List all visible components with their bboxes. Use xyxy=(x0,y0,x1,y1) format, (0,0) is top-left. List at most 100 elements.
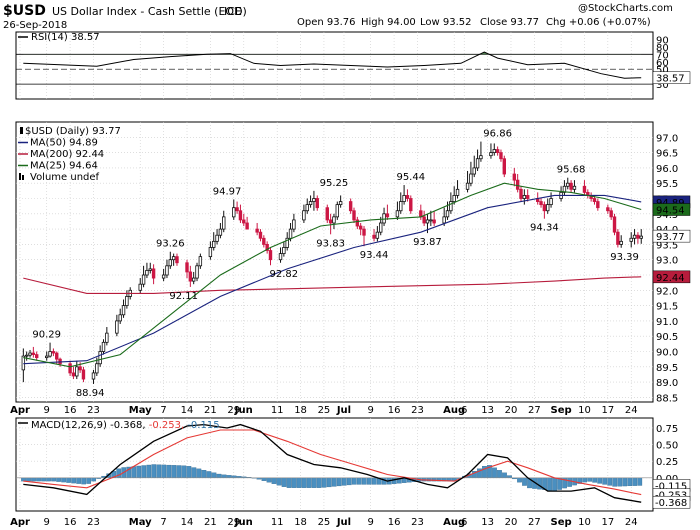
ma25-line xyxy=(23,182,642,368)
price-tick-label: 97.0 xyxy=(656,133,678,144)
macd-histogram-bar xyxy=(91,477,97,482)
macd-histogram-bar xyxy=(497,470,502,478)
x-tick-label: 13 xyxy=(481,405,494,416)
candle-body xyxy=(429,219,433,222)
candle-body xyxy=(238,210,243,221)
x-tick-label: 7 xyxy=(160,517,166,528)
price-close-tag xyxy=(652,229,691,243)
x-tick-label: Apr xyxy=(10,517,30,528)
x-tick-label: 21 xyxy=(204,405,217,416)
macd-signal-line xyxy=(23,429,642,496)
macd-histogram-bar xyxy=(261,477,267,481)
macd-histogram-bar xyxy=(131,466,137,478)
candle-body xyxy=(242,219,246,224)
candle-body xyxy=(78,366,82,371)
candle-body xyxy=(35,354,39,359)
candle-body xyxy=(141,274,146,285)
candle-body xyxy=(121,305,126,316)
x-tick-label: 17 xyxy=(601,517,614,528)
macd-histogram-bar xyxy=(321,477,327,488)
x-tick-label: 7 xyxy=(160,405,166,416)
candle-body xyxy=(305,204,309,212)
candle-body xyxy=(105,332,109,343)
price-annotation: 93.44 xyxy=(360,250,389,261)
price-annotation: 96.86 xyxy=(483,129,512,140)
candle-body xyxy=(572,185,577,190)
price-tick-label: 89.5 xyxy=(656,363,678,374)
candle-body xyxy=(539,201,543,206)
high-value: High 94.00 xyxy=(361,17,416,28)
rsi-tick-label: 70 xyxy=(656,50,669,61)
macd-panel xyxy=(16,423,653,503)
macd-histogram-bar xyxy=(607,477,613,486)
rsi-last-tag xyxy=(652,71,691,84)
macd-histogram-bar xyxy=(331,477,337,487)
x-tick-label: 21 xyxy=(204,517,217,528)
x-tick-label: Jun xyxy=(234,405,253,416)
candle-body xyxy=(115,320,119,334)
macd-legend-part: MACD(12,26,9) xyxy=(31,420,110,431)
candle-body xyxy=(338,201,343,206)
x-tick-label: 10 xyxy=(578,405,591,416)
candle-body xyxy=(525,195,530,199)
candle-body xyxy=(191,277,196,282)
candle-body xyxy=(422,216,426,224)
candle-body xyxy=(465,182,470,190)
macd-histogram-bar xyxy=(26,477,31,482)
candle-body xyxy=(188,271,193,282)
candle-body xyxy=(495,149,500,154)
candle-body xyxy=(358,225,363,230)
x-tick-label: 25 xyxy=(318,405,331,416)
candle-body xyxy=(636,234,640,239)
macd-histogram-bar xyxy=(587,477,593,482)
candle-body xyxy=(569,182,573,190)
macd-histogram-bar xyxy=(552,477,557,492)
x-tick-label: Aug xyxy=(443,405,465,416)
candle-body xyxy=(282,247,286,254)
macd-legend-part: -0.253, xyxy=(149,420,188,431)
macd-histogram-bar xyxy=(326,477,332,488)
candle-body xyxy=(95,363,99,374)
price-tick-label: 91.0 xyxy=(656,317,678,328)
price-tick-label: 96.5 xyxy=(656,149,678,160)
rsi-legend: RSI(14) 38.57 xyxy=(31,32,100,43)
x-tick-label: Sep xyxy=(551,405,572,416)
x-tick-label: 25 xyxy=(318,517,331,528)
candle-body xyxy=(348,201,353,212)
macd-histogram-bar xyxy=(336,477,342,487)
macd-histogram-bar xyxy=(71,477,76,484)
candle-body xyxy=(499,152,503,160)
macd-histogram-bar xyxy=(366,477,372,485)
macd-histogram-bar xyxy=(517,477,522,483)
price-annotation: 92.11 xyxy=(169,291,198,302)
macd-histogram-bar xyxy=(61,477,66,483)
macd-histogram-bar xyxy=(371,477,377,485)
macd-histogram-bar xyxy=(216,473,222,478)
candle-body xyxy=(425,219,430,224)
macd-histogram-bar xyxy=(622,477,628,487)
candle-body xyxy=(469,173,473,184)
x-tick-label: 27 xyxy=(528,405,541,416)
rsi-line xyxy=(23,51,642,79)
x-tick-label: 17 xyxy=(601,405,614,416)
candle-body xyxy=(355,219,360,227)
macd-histogram-bar xyxy=(637,477,643,486)
open-value: Open 93.76 xyxy=(297,17,356,28)
candle-body xyxy=(489,152,493,157)
candle-body xyxy=(335,204,339,218)
candle-body xyxy=(315,198,319,209)
axis-labels: AprApr9916162323MayMay77141421212929JunJ… xyxy=(10,35,678,528)
x-tick-label: May xyxy=(129,517,152,528)
candle-body xyxy=(606,207,610,212)
rsi-tick-label: 50 xyxy=(656,65,669,76)
rsi-last-tag-text: 38.57 xyxy=(656,74,685,85)
macd-histogram-bar xyxy=(146,464,152,478)
x-tick-label: 9 xyxy=(44,405,50,416)
candle-body xyxy=(515,179,520,190)
price-tick-label: 91.5 xyxy=(656,302,678,313)
macd-histogram-bar xyxy=(592,477,598,483)
macd-histogram-bar xyxy=(211,472,217,478)
macd-histogram-bar xyxy=(356,477,362,485)
candle-body xyxy=(101,341,106,352)
price-tick-label: 88.5 xyxy=(656,393,678,404)
